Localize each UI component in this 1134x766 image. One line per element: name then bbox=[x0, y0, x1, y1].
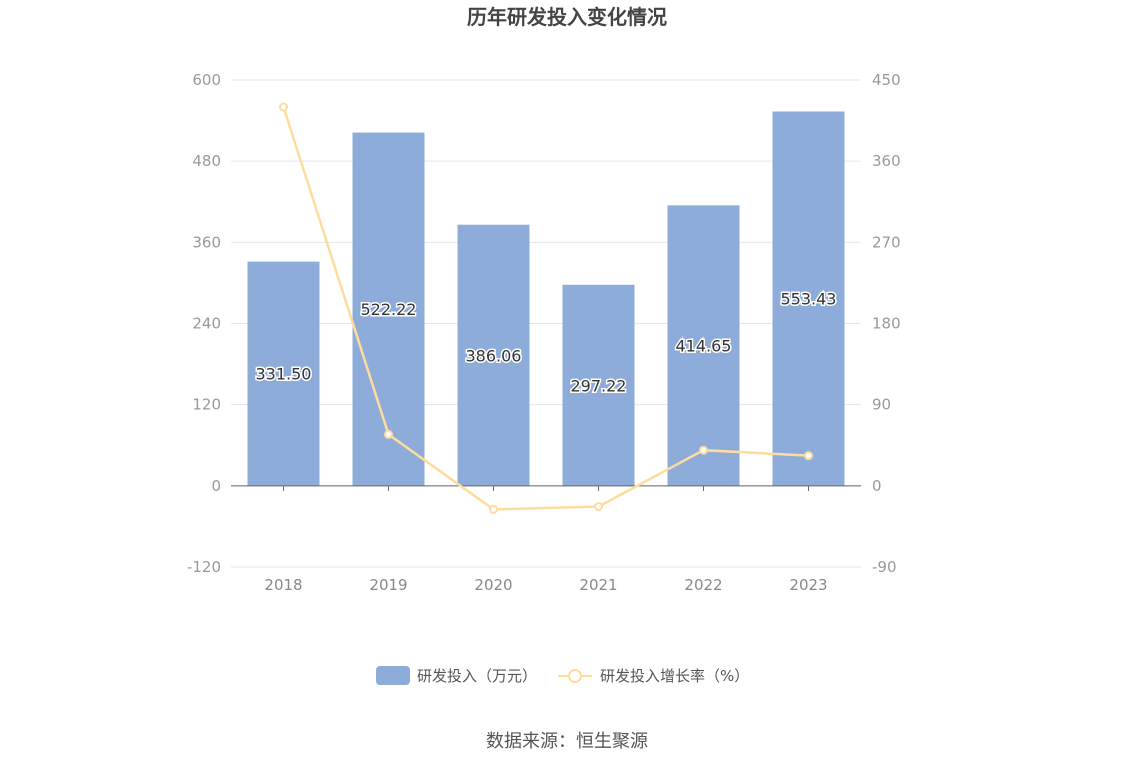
legend-item-line[interactable]: 研发投入增长率（%） bbox=[558, 667, 749, 685]
right-tick-label: 180 bbox=[872, 315, 901, 333]
right-tick-label: 450 bbox=[872, 71, 901, 89]
bar-series bbox=[247, 111, 845, 486]
legend[interactable]: 研发投入（万元） 研发投入增长率（%） bbox=[376, 666, 749, 685]
bar-value-label: 297.22 bbox=[571, 376, 627, 395]
line-point[interactable] bbox=[489, 504, 498, 514]
bar[interactable] bbox=[667, 205, 740, 486]
x-tick-label: 2019 bbox=[369, 576, 407, 594]
bar-value-label: 414.65 bbox=[676, 337, 732, 356]
legend-line-label: 研发投入增长率（%） bbox=[600, 667, 749, 685]
right-tick-label: 360 bbox=[872, 152, 901, 170]
left-axis: -120 0 120 240 360 480 600 bbox=[187, 71, 221, 576]
x-tick-label: 2020 bbox=[474, 576, 512, 594]
bar-labels: 331.50 522.22 386.06 297.22 414.65 553.43 bbox=[254, 288, 838, 397]
legend-bar-swatch bbox=[376, 666, 410, 685]
legend-item-bar[interactable]: 研发投入（万元） bbox=[376, 666, 537, 685]
line-series bbox=[279, 102, 813, 514]
left-tick-label: 480 bbox=[192, 152, 221, 170]
legend-line-marker bbox=[568, 669, 582, 683]
bar[interactable] bbox=[772, 111, 845, 486]
bar[interactable] bbox=[562, 284, 635, 486]
left-tick-label: -120 bbox=[187, 558, 221, 576]
chart-title: 历年研发投入变化情况 bbox=[467, 5, 667, 29]
bar-value-label: 522.22 bbox=[361, 300, 417, 319]
right-tick-label: 270 bbox=[872, 233, 901, 251]
bar-value-label: 553.43 bbox=[781, 290, 837, 309]
bar-value-label: 331.50 bbox=[256, 365, 312, 384]
data-source: 数据来源：恒生聚源 bbox=[486, 731, 648, 752]
left-tick-label: 240 bbox=[192, 315, 221, 333]
bar[interactable] bbox=[247, 261, 320, 486]
x-tick-label: 2021 bbox=[579, 576, 617, 594]
bar[interactable] bbox=[457, 224, 530, 486]
right-tick-label: 90 bbox=[872, 396, 891, 414]
x-tick-label: 2023 bbox=[789, 576, 827, 594]
left-tick-label: 600 bbox=[192, 71, 221, 89]
line-point[interactable] bbox=[699, 445, 708, 455]
bar[interactable] bbox=[352, 132, 425, 486]
x-tick-label: 2022 bbox=[684, 576, 722, 594]
right-tick-label: -90 bbox=[872, 558, 897, 576]
right-tick-label: 0 bbox=[872, 477, 882, 495]
left-tick-label: 360 bbox=[192, 233, 221, 251]
left-tick-label: 0 bbox=[211, 477, 221, 495]
x-tick-label: 2018 bbox=[264, 576, 302, 594]
left-tick-label: 120 bbox=[192, 396, 221, 414]
legend-bar-label: 研发投入（万元） bbox=[417, 667, 537, 685]
x-axis: 2018 2019 2020 2021 2022 2023 bbox=[231, 485, 861, 594]
right-axis: -90 0 90 180 270 360 450 bbox=[872, 71, 901, 576]
grid-lines bbox=[231, 79, 861, 568]
line-point[interactable] bbox=[384, 429, 393, 439]
line-point[interactable] bbox=[279, 102, 288, 112]
growth-line bbox=[282, 106, 809, 511]
line-point[interactable] bbox=[804, 451, 813, 461]
bar-value-label: 386.06 bbox=[466, 346, 522, 365]
line-point[interactable] bbox=[594, 502, 603, 512]
